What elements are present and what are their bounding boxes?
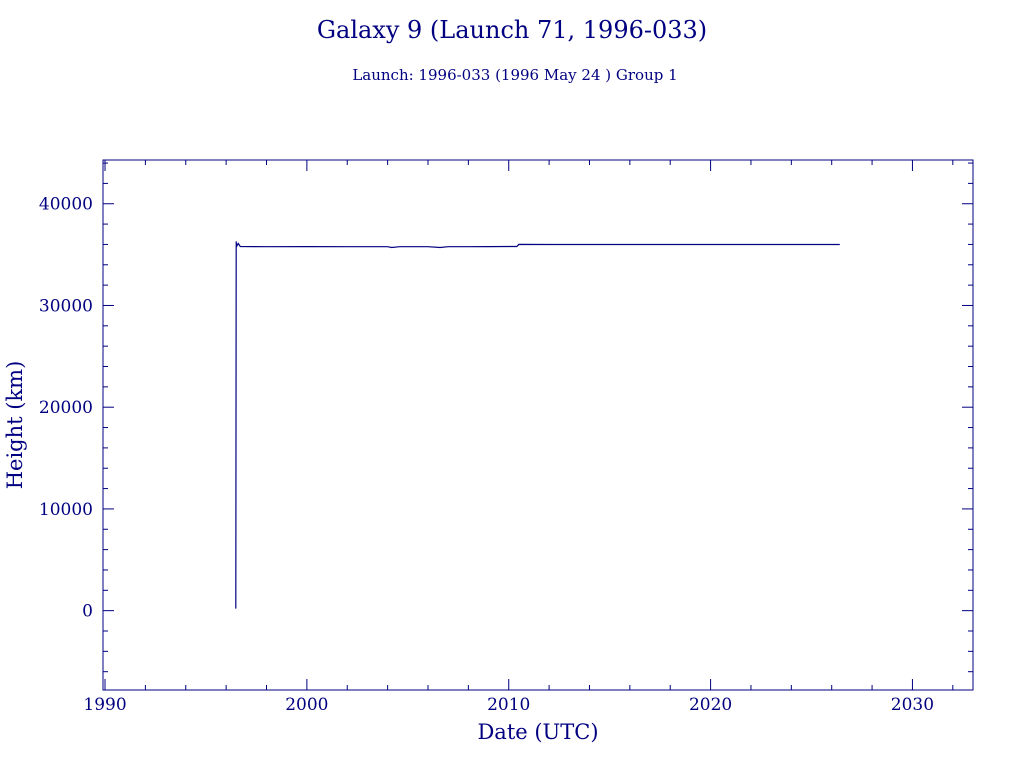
- x-tick-label: 2010: [487, 695, 530, 715]
- chart-title: Galaxy 9 (Launch 71, 1996-033): [317, 16, 707, 44]
- y-tick-label: 20000: [39, 398, 93, 418]
- y-tick-label: 30000: [39, 296, 93, 316]
- plot-frame: [102, 159, 974, 691]
- y-tick-label: 10000: [39, 500, 93, 520]
- y-tick-label: 40000: [39, 195, 93, 215]
- x-tick-label: 2000: [285, 695, 328, 715]
- series-layer: [235, 241, 840, 609]
- axis-ticks: [103, 160, 973, 690]
- x-tick-label: 1990: [83, 695, 126, 715]
- tick-labels: 1990 2000 2010 2020 2030 0 10000 20000 30000 4000…: [39, 195, 934, 715]
- x-tick-label: 2020: [689, 695, 732, 715]
- x-axis-label: Date (UTC): [477, 720, 598, 744]
- series-line: [235, 241, 840, 609]
- y-axis-label: Height (km): [3, 361, 27, 490]
- y-tick-label: 0: [82, 602, 93, 622]
- x-tick-label: 2030: [891, 695, 934, 715]
- chart-subtitle: Launch: 1996-033 (1996 May 24 ) Group 1: [352, 66, 677, 84]
